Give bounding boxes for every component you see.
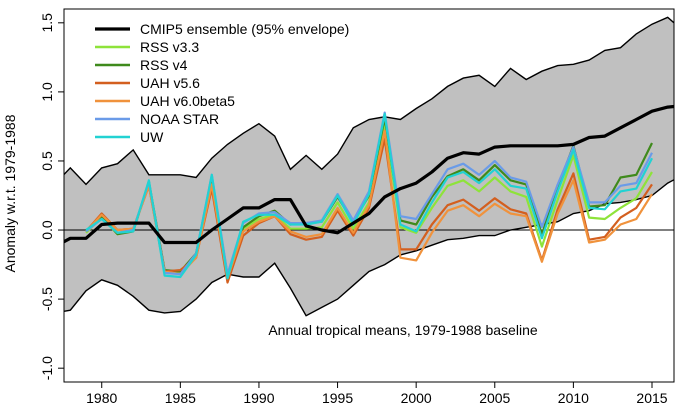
x-tick-label: 2010 (558, 390, 589, 406)
envelope-lower-line (64, 178, 674, 317)
y-tick-label: 0.0 (39, 220, 55, 240)
x-tick-label: 1985 (165, 390, 196, 406)
series-line-uw (85, 112, 653, 280)
legend-label-uw: UW (140, 129, 164, 145)
series-line-cmip5-ensemble-95-envelope (64, 104, 674, 245)
chart-annotation: Annual tropical means, 1979-1988 baselin… (268, 322, 538, 338)
envelope-layer (64, 16, 674, 317)
y-axis: -1.0 -0.5 0.0 0.5 1.0 1.5 (39, 13, 64, 380)
x-tick-label: 1990 (243, 390, 274, 406)
x-tick-label: 2015 (636, 390, 667, 406)
x-tick-label: 2000 (401, 390, 432, 406)
x-axis: 1980 1985 1990 1995 2000 2005 2010 2015 (86, 382, 668, 406)
legend-label-cmip5-ensemble-95-envelope: CMIP5 ensemble (95% envelope) (140, 21, 349, 37)
series-layer (64, 104, 674, 284)
y-axis-label: Anomaly w.r.t. 1979-1988 (2, 114, 18, 272)
y-tick-label: 0.5 (39, 151, 55, 171)
envelope-fill (64, 17, 674, 316)
legend-label-noaa-star: NOAA STAR (140, 111, 219, 127)
legend-label-uah-v6-0beta5: UAH v6.0beta5 (140, 93, 235, 109)
plot-frame (63, 8, 675, 383)
legend: CMIP5 ensemble (95% envelope) RSS v3.3 RSS… (95, 21, 349, 145)
x-tick-label: 1980 (86, 390, 117, 406)
x-tick-label: 1995 (322, 390, 353, 406)
plot-frame-layer (63, 8, 675, 383)
y-tick-label: 1.5 (39, 13, 55, 33)
y-tick-label: 1.0 (39, 82, 55, 102)
y-tick-label: -0.5 (39, 287, 55, 311)
legend-label-uah-v5-6: UAH v5.6 (140, 75, 200, 91)
series-line-uah-v5-6 (85, 137, 653, 284)
x-tick-label: 2005 (479, 390, 510, 406)
envelope-upper-line (64, 16, 674, 186)
legend-label-rss-v4: RSS v4 (140, 57, 188, 73)
legend-label-rss-v3-3: RSS v3.3 (140, 39, 199, 55)
y-tick-label: -1.0 (39, 356, 55, 380)
